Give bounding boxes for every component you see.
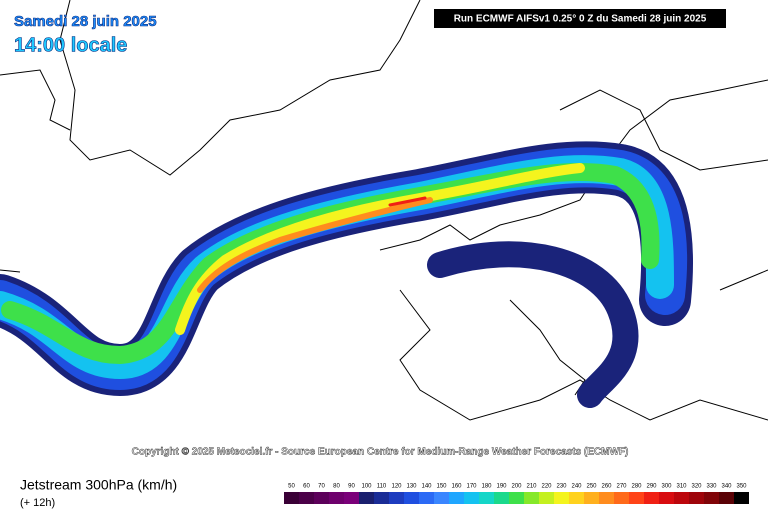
colorbar-label: 140: [421, 484, 432, 490]
colorbar-swatch: [449, 492, 464, 504]
colorbar-label: 130: [406, 484, 417, 490]
colorbar-swatch: [584, 492, 599, 504]
colorbar-label: 110: [377, 484, 387, 490]
date-label: Samedi 28 juin 2025: [14, 13, 157, 30]
colorbar-swatch: [599, 492, 614, 504]
colorbar-swatch: [344, 492, 359, 504]
colorbar-label: 250: [586, 484, 597, 490]
colorbar-label: 330: [706, 484, 717, 490]
colorbar-label: 50: [288, 484, 295, 490]
colorbar-swatch: [374, 492, 389, 504]
colorbar-swatch: [659, 492, 674, 504]
colorbar-swatch: [299, 492, 314, 504]
jetstream-field: [0, 141, 694, 408]
colorbar-swatch: [464, 492, 479, 504]
colorbar-label: 60: [303, 484, 310, 490]
colorbar-label: 340: [721, 484, 732, 490]
colorbar-label: 200: [511, 484, 522, 490]
colorbar-swatch: [314, 492, 329, 504]
colorbar-swatch: [674, 492, 689, 504]
colorbar-label: 170: [466, 484, 477, 490]
colorbar-swatch: [704, 492, 719, 504]
colorbar-swatch: [614, 492, 629, 504]
colorbar-label: 70: [318, 484, 325, 490]
colorbar-swatch: [404, 492, 419, 504]
colorbar-swatch: [554, 492, 569, 504]
colorbar-swatch: [734, 492, 749, 504]
colorbar-swatch: [359, 492, 374, 504]
colorbar-label: 100: [361, 484, 372, 490]
colorbar-label: 160: [451, 484, 462, 490]
colorbar-swatch: [509, 492, 524, 504]
colorbar-swatch: [389, 492, 404, 504]
colorbar-label: 120: [391, 484, 402, 490]
colorbar-label: 280: [631, 484, 642, 490]
colorbar-label: 150: [436, 484, 447, 490]
colorbar-swatch: [479, 492, 494, 504]
footer-title: Jetstream 300hPa (km/h): [20, 477, 177, 493]
lead-time: (+ 12h): [20, 497, 55, 509]
colorbar-swatch: [719, 492, 734, 504]
colorbar-label: 180: [481, 484, 492, 490]
colorbar-swatch: [689, 492, 704, 504]
colorbar-swatch: [329, 492, 344, 504]
time-label: 14:00 locale: [14, 34, 127, 56]
colorbar-label: 270: [616, 484, 627, 490]
colorbar-swatch: [644, 492, 659, 504]
colorbar: 50 60 70 80 90 100 110 120 130 140 150 160 170 180 190…: [284, 484, 749, 504]
colorbar-label: 190: [496, 484, 507, 490]
colorbar-label: 220: [541, 484, 552, 490]
colorbar-swatch: [419, 492, 434, 504]
colorbar-label: 90: [348, 484, 355, 490]
run-box: [434, 9, 726, 28]
colorbar-label: 350: [736, 484, 747, 490]
colorbar-label: 80: [333, 484, 340, 490]
copyright: Copyright © 2025 Meteociel.fr - Source E…: [132, 447, 629, 458]
coastlines: [0, 0, 768, 421]
colorbar-label: 230: [556, 484, 567, 490]
colorbar-swatch: [494, 492, 509, 504]
colorbar-swatch: [524, 492, 539, 504]
colorbar-label: 300: [661, 484, 672, 490]
colorbar-label: 260: [601, 484, 612, 490]
colorbar-swatch: [539, 492, 554, 504]
colorbar-label: 320: [691, 484, 702, 490]
colorbar-label: 210: [526, 484, 537, 490]
colorbar-label: 290: [646, 484, 657, 490]
colorbar-label: 240: [571, 484, 582, 490]
colorbar-swatch: [434, 492, 449, 504]
colorbar-label: 310: [676, 484, 687, 490]
colorbar-swatch: [629, 492, 644, 504]
run-label: Run ECMWF AIFSv1 0.25° 0 Z du Samedi 28 …: [454, 14, 707, 25]
colorbar-swatch: [569, 492, 584, 504]
colorbar-swatch: [284, 492, 299, 504]
